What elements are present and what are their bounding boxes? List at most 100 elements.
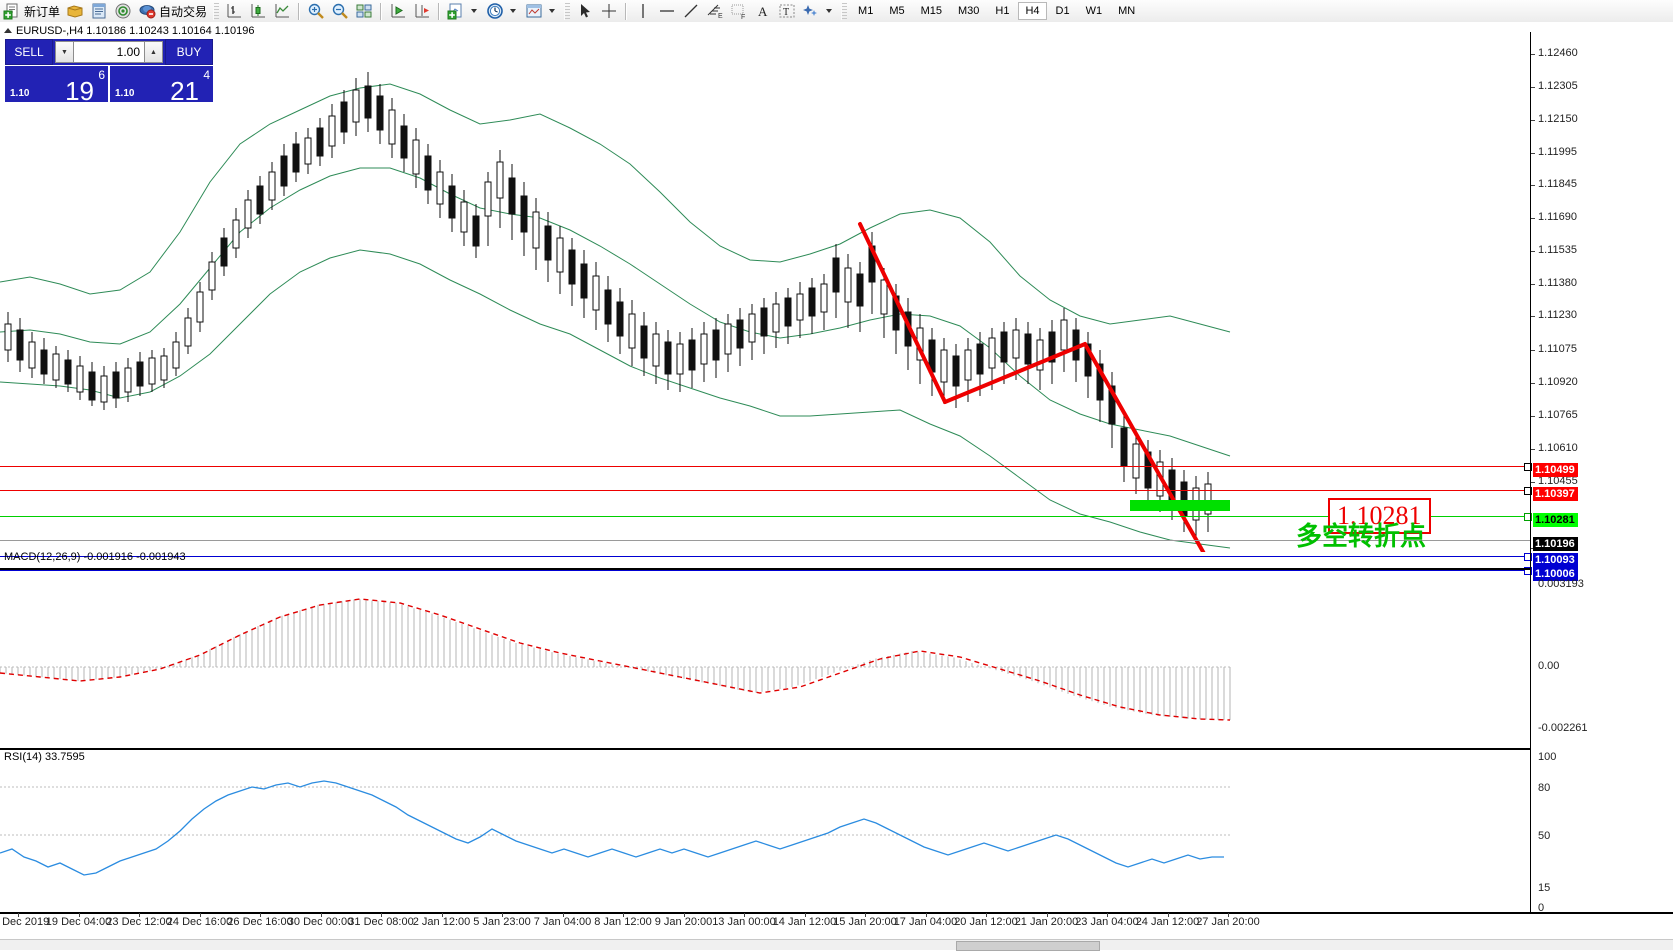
templates-caret-icon[interactable] — [549, 9, 556, 13]
volume-dropdown-button[interactable]: ▼ — [55, 41, 74, 63]
level-handle-110093[interactable] — [1524, 553, 1532, 561]
timeframe-w1[interactable]: W1 — [1085, 5, 1103, 17]
channel-button[interactable]: F — [727, 1, 751, 21]
sell-button[interactable]: SELL — [5, 39, 53, 65]
price-pane[interactable] — [0, 32, 1673, 552]
timeframe-m30[interactable]: M30 — [958, 5, 980, 17]
price-tick — [1531, 316, 1535, 318]
profile-button[interactable] — [63, 1, 87, 21]
time-tick-label: 24 Jan 12:00 — [1135, 916, 1200, 928]
level-handle-110499[interactable] — [1524, 463, 1532, 471]
time-tick-label: 14 Jan 12:00 — [772, 916, 837, 928]
tile-windows-button[interactable] — [352, 1, 376, 21]
fibonacci-button[interactable]: E — [703, 1, 727, 21]
price-tick — [1531, 349, 1535, 351]
time-tick-label: 9 Jan 20:00 — [654, 916, 713, 928]
volume-control[interactable]: ▼ 1.00 ▲ — [53, 39, 165, 65]
rsi-pane-separator[interactable] — [0, 748, 1530, 750]
chinese-note-annotation[interactable]: 多空转折点 — [1296, 522, 1427, 552]
chevron-down-icon: ▼ — [61, 48, 68, 56]
price-tick-label: 1.12150 — [1538, 113, 1578, 126]
price-tag-110196[interactable]: 1.10196 — [1533, 537, 1578, 551]
period-button[interactable] — [483, 1, 522, 21]
auto-scroll-button[interactable] — [410, 1, 434, 21]
toolbar-grip-2[interactable] — [564, 2, 571, 20]
macd-pane[interactable] — [0, 577, 1673, 740]
line-chart-button[interactable] — [270, 1, 294, 21]
price-tag-110499[interactable]: 1.10499 — [1533, 463, 1578, 477]
price-tag-110397[interactable]: 1.10397 — [1533, 487, 1578, 501]
time-tick — [1228, 913, 1229, 917]
toolbar-grip-3[interactable] — [841, 2, 848, 20]
shift-end-button[interactable] — [386, 1, 410, 21]
price-tag-110281[interactable]: 1.10281 — [1533, 513, 1578, 527]
timeframe-d1[interactable]: D1 — [1055, 5, 1070, 17]
toolbar-grip[interactable] — [213, 2, 220, 20]
bar-chart-button[interactable] — [222, 1, 246, 21]
navigator-button[interactable] — [111, 1, 135, 21]
cursor-button[interactable] — [573, 1, 597, 21]
level-handle-110281[interactable] — [1524, 513, 1532, 521]
shapes-caret-icon[interactable] — [826, 9, 833, 13]
templates-button[interactable] — [522, 1, 561, 21]
indicators-caret-icon[interactable] — [471, 9, 478, 13]
text-button[interactable]: A — [751, 1, 775, 21]
timeframe-m1[interactable]: M1 — [858, 5, 874, 17]
time-tick-label: 18 Dec 2019 — [0, 916, 50, 928]
buy-button[interactable]: BUY — [165, 39, 213, 65]
bollinger-lower-band — [0, 249, 1231, 549]
price-tick — [1531, 218, 1535, 220]
price-tick — [1531, 87, 1535, 89]
price-level-line-110006[interactable] — [0, 570, 1530, 571]
timeframe-m5[interactable]: M5 — [889, 5, 905, 17]
time-tick-label: 5 Jan 23:00 — [473, 916, 531, 928]
rsi-tick-50: 50 — [1538, 830, 1551, 842]
new-order-button[interactable]: 新订单 — [0, 1, 63, 21]
candlestick-chart-button[interactable] — [246, 1, 270, 21]
macd-tick-zero: 0.00 — [1538, 660, 1560, 672]
buy-price-prefix: 1.10 — [115, 88, 135, 99]
bollinger-upper-band — [0, 83, 1231, 333]
volume-input[interactable]: 1.00 — [74, 41, 144, 63]
collapse-triangle-icon[interactable] — [4, 28, 12, 33]
level-handle-110397[interactable] — [1524, 487, 1532, 495]
price-level-line-110499[interactable] — [0, 466, 1530, 467]
time-tick-label: 30 Dec 00:00 — [287, 916, 354, 928]
text-label-button[interactable]: T — [775, 1, 799, 21]
timeframe-h4[interactable]: H4 — [1018, 2, 1047, 20]
timeframe-m15[interactable]: M15 — [920, 5, 942, 17]
zoom-in-button[interactable] — [304, 1, 328, 21]
buy-price-display[interactable]: 1.10 21 4 — [110, 66, 213, 104]
shapes-button[interactable] — [799, 1, 838, 21]
price-tick — [1531, 153, 1535, 155]
time-tick — [986, 913, 987, 917]
expert-advisors-button[interactable]: 自动交易 — [135, 1, 210, 21]
volume-up-button[interactable]: ▲ — [144, 41, 163, 63]
price-tick-label: 1.11995 — [1538, 146, 1577, 159]
period-caret-icon[interactable] — [510, 9, 517, 13]
level-handle-110006[interactable] — [1524, 567, 1532, 575]
horizontal-line-button[interactable] — [655, 1, 679, 21]
level-price-annotation[interactable]: 1.10281 — [1328, 498, 1431, 534]
price-tag-110006[interactable]: 1.10006 — [1533, 567, 1578, 581]
price-level-line-110281[interactable] — [0, 516, 1530, 517]
price-level-line-110397[interactable] — [0, 490, 1530, 491]
auto-scroll-icon — [413, 2, 431, 20]
rsi-pane[interactable] — [0, 757, 1673, 912]
price-tick — [1531, 382, 1535, 384]
timeframe-h1[interactable]: H1 — [995, 5, 1010, 17]
trendline-button[interactable] — [679, 1, 703, 21]
zoom-out-button[interactable] — [328, 1, 352, 21]
crosshair-button[interactable] — [597, 1, 621, 21]
data-window-button[interactable] — [87, 1, 111, 21]
sell-price-display[interactable]: 1.10 19 6 — [5, 66, 108, 104]
indicators-button[interactable] — [444, 1, 483, 21]
chart-surface[interactable]: EURUSD-,H4 1.10186 1.10243 1.10164 1.101… — [0, 22, 1673, 951]
one-click-trading-panel[interactable]: SELL ▼ 1.00 ▲ BUY 1.10 19 6 — [5, 39, 213, 104]
vertical-line-button[interactable] — [631, 1, 655, 21]
price-level-line-110093[interactable] — [0, 556, 1530, 557]
horizontal-scrollbar[interactable] — [0, 939, 1673, 951]
timeframe-mn[interactable]: MN — [1118, 5, 1136, 17]
macd-pane-separator[interactable] — [0, 568, 1530, 570]
price-tag-110093[interactable]: 1.10093 — [1533, 553, 1578, 567]
